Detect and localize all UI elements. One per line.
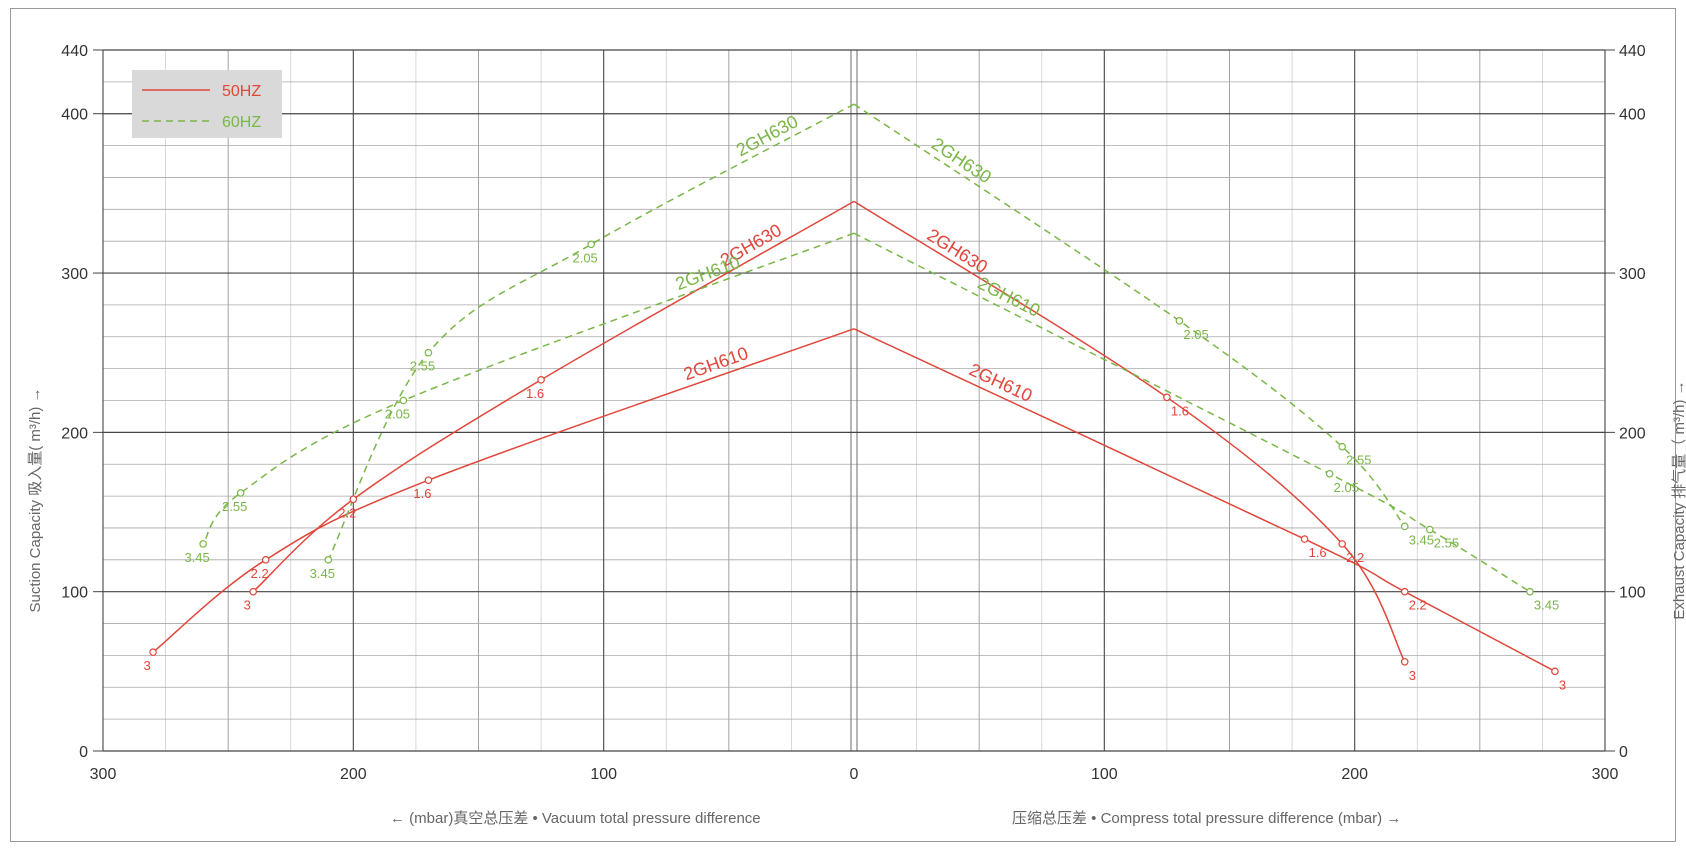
data-point-label: 3 [1559, 677, 1566, 692]
data-point-marker [399, 396, 408, 405]
data-point-label: 2.55 [1434, 536, 1459, 551]
y-tick-label-right: 200 [1619, 425, 1646, 442]
y-axis-label-exhaust: Exhaust Capacity 排气量（ m³/h) → [1671, 380, 1686, 619]
curve-2gh610-50hz-vacuum [152, 328, 855, 653]
data-point-label: 2.2 [1346, 550, 1364, 565]
data-point-marker [424, 476, 433, 484]
data-point-label: 2.55 [222, 499, 247, 514]
data-point-label: 3.45 [310, 566, 335, 581]
y-tick-label-left: 400 [61, 107, 88, 124]
data-point-label: 2.2 [251, 566, 269, 581]
data-point-label: 3 [143, 658, 150, 673]
curve-name-label: 2GH610 [673, 252, 743, 294]
data-point-label: 3.45 [184, 550, 209, 565]
x-tick-label-compress: 200 [1341, 766, 1368, 783]
y-tick-label-right: 100 [1619, 585, 1646, 602]
data-point-label: 1.6 [413, 486, 431, 501]
data-point-label: 2.55 [1346, 453, 1371, 468]
curve-2gh630-60hz-compress [853, 103, 1406, 527]
data-point-marker [1551, 667, 1559, 676]
legend-box [132, 70, 282, 138]
data-point-marker [1400, 657, 1409, 666]
x-tick-label-vacuum: 0 [850, 766, 859, 783]
data-point-label: 2.05 [572, 250, 597, 265]
x-tick-label-compress: 300 [1592, 766, 1619, 783]
curve-2gh630-50hz-vacuum [252, 200, 855, 593]
data-point-marker [1400, 587, 1409, 596]
y-axis-label-suction: Suction Capacity 吸入量( m³/h) → [27, 387, 44, 612]
y-tick-label-left: 0 [79, 744, 88, 761]
legend-label-60hz: 60HZ [222, 114, 261, 131]
data-point-marker [236, 489, 245, 497]
x-tick-label-vacuum: 100 [590, 766, 617, 783]
legend-label-50hz: 50HZ [222, 83, 261, 100]
y-tick-label-left: 300 [61, 266, 88, 283]
curve-2gh630-60hz-vacuum [327, 103, 855, 561]
data-point-label: 2.2 [338, 505, 356, 520]
y-tick-label-right: 440 [1619, 43, 1646, 60]
data-point-marker [1425, 525, 1434, 534]
data-point-marker [149, 648, 157, 657]
x-axis-label-vacuum: ← (mbar)真空总压差 • Vacuum total pressure di… [390, 809, 761, 827]
data-point-marker [1526, 587, 1534, 596]
data-point-marker [1338, 540, 1346, 548]
data-point-marker [537, 375, 545, 384]
curve-name-label: 2GH610 [966, 359, 1035, 405]
data-point-marker [1325, 469, 1334, 478]
tick-labels: 0 0 100 100 200 200 300 300 400 400 440 440 300 200 10… [61, 43, 1646, 783]
data-point-marker [1338, 442, 1346, 451]
curve-name-label: 2GH630 [924, 225, 991, 278]
data-point-marker [587, 240, 595, 249]
data-point-marker [1400, 522, 1409, 531]
y-tick-label-left: 440 [61, 43, 88, 60]
x-axis-label-compress: 压缩总压差 • Compress total pressure differen… [1012, 810, 1401, 827]
point-markers: 1.62.231.62.232.052.553.452.052.553.451.… [143, 240, 1566, 692]
data-point-label: 2.05 [1183, 327, 1208, 342]
y-tick-label-right: 400 [1619, 107, 1646, 124]
data-point-label: 3 [244, 598, 251, 613]
data-point-marker [1300, 535, 1309, 543]
curve-2gh610-50hz-compress [853, 328, 1556, 673]
legend: 50HZ 60HZ [132, 70, 282, 138]
y-tick-label-right: 0 [1619, 744, 1628, 761]
data-point-label: 2.05 [385, 407, 410, 422]
major-gridlines [102, 49, 1606, 752]
x-tick-label-vacuum: 200 [340, 766, 367, 783]
x-tick-label-compress: 100 [1091, 766, 1118, 783]
data-point-marker [1163, 393, 1171, 402]
curve-name-label: 2GH610 [974, 273, 1043, 321]
data-point-label: 1.6 [526, 386, 544, 401]
data-point-label: 1.6 [1309, 545, 1327, 560]
data-point-label: 1.6 [1171, 403, 1189, 418]
data-point-marker [349, 495, 358, 504]
curve-name-label: 2GH630 [928, 134, 995, 188]
data-point-label: 3.45 [1409, 532, 1434, 547]
data-point-marker [261, 556, 270, 564]
data-point-marker [324, 556, 333, 564]
data-point-marker [199, 540, 207, 548]
minor-gridlines [103, 49, 1605, 751]
data-point-label: 3 [1409, 668, 1416, 683]
chart-frame [10, 8, 1676, 842]
curve-2gh610-60hz-compress [853, 232, 1531, 593]
y-tick-label-left: 200 [61, 425, 88, 442]
y-tick-label-right: 300 [1619, 266, 1646, 283]
data-point-marker [1175, 317, 1184, 325]
data-point-label: 3.45 [1534, 598, 1559, 613]
curve-name-label: 2GH610 [681, 343, 751, 384]
data-point-marker [424, 348, 433, 357]
curve-2gh610-60hz-vacuum [202, 232, 855, 545]
curve-2gh630-50hz-compress [853, 200, 1406, 663]
y-tick-label-left: 100 [61, 585, 88, 602]
data-point-label: 2.55 [410, 359, 435, 374]
curves [152, 103, 1556, 673]
data-point-label: 2.05 [1334, 480, 1359, 495]
data-point-marker [249, 587, 258, 596]
data-point-label: 2.2 [1409, 598, 1427, 613]
x-tick-label-vacuum: 300 [90, 766, 117, 783]
